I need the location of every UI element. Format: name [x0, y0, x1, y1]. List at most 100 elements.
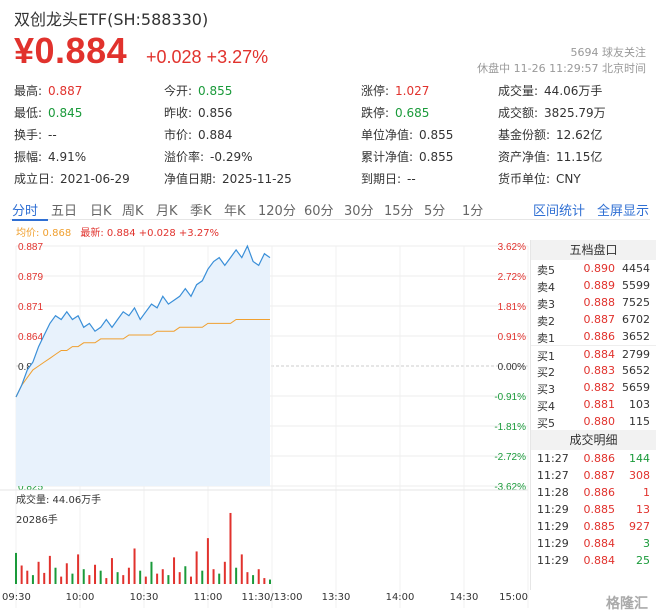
tab-4[interactable]: 月K	[156, 204, 178, 219]
y-tick-label: 0.887	[18, 242, 43, 253]
orderbook-level: 卖3	[537, 298, 555, 311]
tab-1[interactable]: 五日	[51, 204, 78, 219]
stat-item: 成交量: 44.06万手	[498, 82, 602, 99]
chart-period-tabs: 分时 五日 日K 周K 月K 季K 年K 120分 60分 30分 15分 5分 1分 区间统计 全屏显示	[10, 198, 650, 220]
stat-value: 0.887	[48, 84, 83, 98]
volume-bar	[31, 575, 34, 584]
orderbook-price: 0.880	[583, 415, 616, 428]
trade-price: 0.886	[583, 486, 616, 499]
tab-5[interactable]: 季K	[190, 204, 212, 219]
volume-bar	[150, 561, 153, 584]
tab-9[interactable]: 30分	[344, 204, 374, 219]
x-tick-label: 14:30	[450, 592, 479, 603]
orderbook-price: 0.884	[583, 348, 616, 361]
orderbook-level: 买5	[537, 417, 555, 430]
tab-12[interactable]: 1分	[462, 204, 484, 219]
orderbook-row: 买1 0.884 2799	[531, 345, 656, 363]
trade-time: 11:29	[537, 503, 569, 516]
stat-value: 0.884	[198, 128, 233, 142]
volume-bar	[20, 565, 23, 584]
x-tick-label: 13:30	[322, 592, 351, 603]
volume-bar	[99, 570, 102, 584]
trade-row: 11:29 0.885 927	[531, 518, 656, 535]
stat-item: 成交额: 3825.79万	[498, 104, 606, 121]
volume-bar	[240, 554, 243, 584]
orderbook-volume: 6702	[622, 313, 650, 326]
trade-price: 0.886	[583, 452, 616, 465]
trade-price: 0.885	[583, 503, 616, 516]
trade-volume: 144	[629, 452, 650, 465]
stat-item: 振幅: 4.91%	[14, 148, 86, 165]
orderbook-row: 买4 0.881 103	[531, 396, 656, 413]
pct-tick-label: -3.62%	[494, 482, 526, 493]
orderbook-level: 买4	[537, 400, 555, 413]
stat-label: 最高:	[14, 84, 43, 98]
volume-bar	[223, 561, 226, 584]
tab-0[interactable]: 分时	[12, 204, 39, 219]
pct-tick-label: 2.72%	[498, 272, 526, 283]
tab-3[interactable]: 周K	[122, 204, 144, 219]
trade-price: 0.884	[583, 554, 616, 567]
stat-label: 净值日期:	[164, 172, 217, 186]
stat-value: 1.027	[395, 84, 430, 98]
stat-item: 市价: 0.884	[164, 126, 232, 143]
stat-item: 货币单位: CNY	[498, 170, 581, 187]
tab-11[interactable]: 5分	[424, 204, 446, 219]
active-tab-indicator	[12, 219, 48, 221]
stat-item: 成立日: 2021-06-29	[14, 170, 130, 187]
orderbook-row: 卖5 0.890 4454	[531, 260, 656, 277]
price-area	[16, 246, 270, 486]
stat-item: 昨收: 0.856	[164, 104, 232, 121]
orderbook-level: 买3	[537, 383, 555, 396]
stat-label: 今开:	[164, 84, 193, 98]
volume-bar	[257, 569, 260, 584]
pct-tick-label: 3.62%	[498, 242, 526, 253]
chart-legend: 均价: 0.868 最新: 0.884 +0.028 +3.27%	[16, 224, 219, 239]
volume-bar	[127, 567, 130, 584]
tab-2[interactable]: 日K	[90, 204, 112, 219]
orderbook-volume: 3652	[622, 330, 650, 343]
orderbook-price: 0.887	[583, 313, 616, 326]
orderbook-row: 卖4 0.889 5599	[531, 277, 656, 294]
tab-8[interactable]: 60分	[304, 204, 334, 219]
range-stats-link[interactable]: 区间统计	[533, 204, 586, 219]
volume-bar	[122, 575, 125, 584]
volume-bar	[88, 575, 91, 584]
y-tick-label: 0.864	[18, 332, 43, 343]
orderbook-level: 卖4	[537, 281, 555, 294]
tab-6[interactable]: 年K	[224, 204, 246, 219]
x-tick-label: 10:00	[66, 592, 95, 603]
pct-tick-label: -0.91%	[494, 392, 526, 403]
watermark-logo: 格隆汇	[606, 596, 648, 612]
stat-item: 溢价率: -0.29%	[164, 148, 253, 165]
volume-bar	[48, 555, 51, 584]
pct-tick-label: 0.91%	[498, 332, 526, 343]
volume-bar	[71, 573, 74, 584]
stat-label: 最低:	[14, 106, 43, 120]
stat-value: --	[407, 172, 416, 186]
orderbook-volume: 2799	[622, 348, 650, 361]
stat-label: 成交额:	[498, 106, 539, 120]
stat-item: 单位净值: 0.855	[361, 126, 453, 143]
x-tick-label: 15:00	[499, 592, 528, 603]
stat-label: 溢价率:	[164, 150, 205, 164]
trade-row: 11:27 0.887 308	[531, 467, 656, 484]
pct-tick-label: -1.81%	[494, 422, 526, 433]
stat-label: 货币单位:	[498, 172, 551, 186]
fullscreen-link[interactable]: 全屏显示	[597, 204, 650, 219]
stat-label: 跌停:	[361, 106, 390, 120]
followers-count[interactable]: 5694 球友关注	[570, 46, 647, 59]
trade-time: 11:27	[537, 452, 569, 465]
security-title: 双创龙头ETF(SH:588330)	[14, 10, 209, 29]
tab-7[interactable]: 120分	[258, 204, 296, 219]
orderbook-price: 0.886	[583, 330, 616, 343]
side-panel: 五档盘口 卖5 0.890 4454 卖4 0.889 5599 卖3 0.888 7525 卖2…	[530, 240, 656, 590]
volume-max-label: 20286手	[16, 513, 58, 526]
volume-bar	[156, 573, 159, 584]
volume-label: 成交量: 44.06万手	[16, 493, 101, 506]
y-tick-label: 0.825	[18, 482, 43, 493]
intraday-chart[interactable]: 0.887 3.62% 0.879 2.72% 0.871 1.81% 0.864 0.91%…	[0, 238, 530, 615]
stat-value: 0.845	[48, 106, 83, 120]
orderbook-row: 卖2 0.887 6702	[531, 311, 656, 328]
tab-10[interactable]: 15分	[384, 204, 414, 219]
